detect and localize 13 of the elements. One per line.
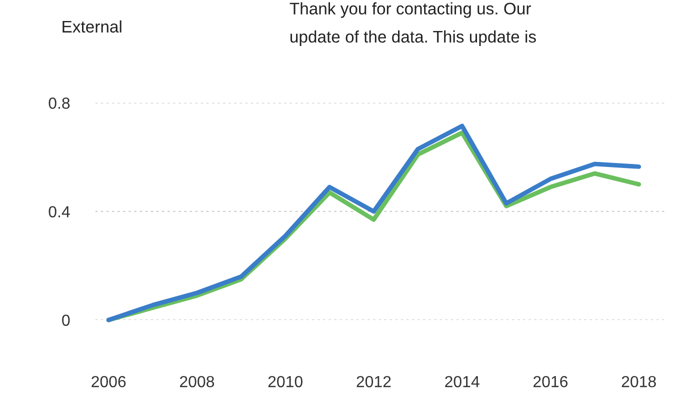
text: update of the data. This update is <box>290 30 536 46</box>
y-tick-label: 0 <box>62 314 70 326</box>
x-tick-label: 2006 <box>92 376 126 388</box>
x-tick-label: 2012 <box>356 376 391 388</box>
y-tick-label: 0.4 <box>48 206 70 218</box>
x-tick-label: 2008 <box>180 376 214 388</box>
x-tick-label: 2018 <box>622 376 656 388</box>
x-tick-label: 2010 <box>268 376 302 388</box>
y-tick-label: 0.8 <box>48 98 70 109</box>
x-tick-label: 2016 <box>533 376 568 388</box>
x-tick-label: 2014 <box>445 376 480 388</box>
text: Thank you for contacting us. Our <box>290 2 531 18</box>
chart-title: External <box>62 20 122 33</box>
